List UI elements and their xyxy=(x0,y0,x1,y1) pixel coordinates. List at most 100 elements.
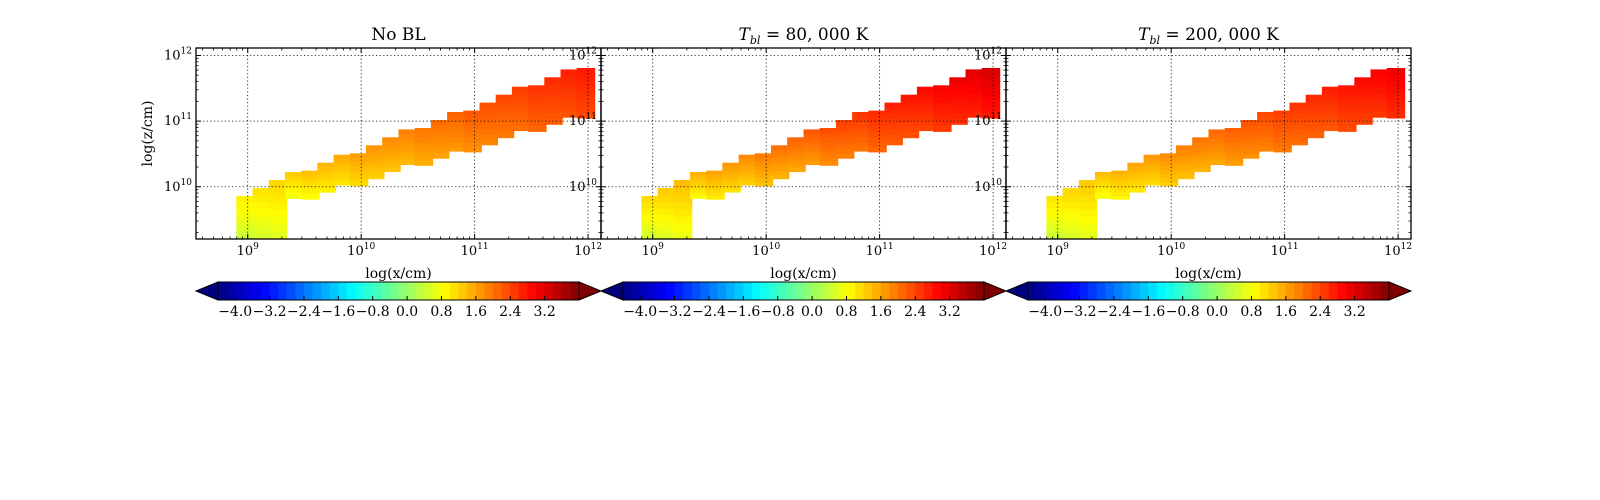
colorbar-segment xyxy=(553,282,563,300)
heatmap-cell xyxy=(349,157,369,162)
heatmap-cell xyxy=(1240,143,1260,150)
heatmap-cell xyxy=(1095,178,1114,183)
heatmap-cell xyxy=(722,177,741,182)
heatmap-cell xyxy=(933,119,952,127)
colorbar-segment xyxy=(1277,282,1287,300)
heatmap-cell xyxy=(414,141,434,148)
heatmap-cell xyxy=(1273,120,1292,127)
heatmap-cell xyxy=(641,207,660,215)
heatmap-cell xyxy=(463,126,482,132)
heatmap-cell xyxy=(495,105,515,112)
colorbar-tick-label: 0.0 xyxy=(396,304,418,320)
colorbar-segment xyxy=(432,282,443,300)
heatmap-cell xyxy=(1095,181,1114,186)
heatmap-cell xyxy=(1078,223,1098,232)
heatmap-cell xyxy=(1321,108,1341,115)
heatmap-cell xyxy=(738,166,758,171)
heatmap-cell xyxy=(965,99,984,106)
heatmap-cell xyxy=(1289,134,1308,141)
y-tick-label: 1011 xyxy=(974,112,1002,129)
heatmap-cell xyxy=(1208,146,1227,152)
colorbar-segment xyxy=(1088,282,1098,300)
heatmap-cell xyxy=(1208,151,1227,157)
heatmap-cell xyxy=(754,181,774,187)
heatmap-cell xyxy=(1143,177,1163,182)
heatmap-cell xyxy=(1176,145,1195,151)
heatmap-cell xyxy=(690,175,709,180)
heatmap-cell xyxy=(933,102,952,109)
heatmap-cell xyxy=(981,74,1001,82)
x-tick-label: 1010 xyxy=(347,242,375,259)
colorbar-tick-label: 1.6 xyxy=(465,304,487,320)
heatmap-cell xyxy=(1305,116,1325,123)
colorbar-segment xyxy=(407,282,417,300)
colorbar-extend-min xyxy=(1004,281,1029,301)
heatmap-cell xyxy=(1370,105,1389,112)
heatmap-cell xyxy=(754,161,774,167)
heatmap-cell xyxy=(1176,161,1195,167)
colorbar-extend-min xyxy=(194,281,219,301)
heatmap-cell xyxy=(916,86,936,93)
heatmap-cell xyxy=(1289,123,1308,130)
heatmap-cell xyxy=(366,145,385,151)
colorbar-segment xyxy=(1285,282,1296,300)
panel-2: 109 1010 1011 1012 1010 1011 1012 Tbl = 80, 000… xyxy=(569,25,1008,320)
heatmap-cell xyxy=(754,153,774,158)
heatmap-cell xyxy=(835,120,855,126)
heatmap-cell xyxy=(819,128,839,134)
colorbar-extend-max xyxy=(1388,281,1413,301)
heatmap-cell xyxy=(1240,120,1260,126)
colorbar-segment xyxy=(837,282,848,300)
colorbar: −4.0 −3.2 −2.4 −1.6 −0.8 0.0 0.8 1.6 2.4 3.2 xyxy=(194,281,603,320)
heatmap-cell xyxy=(738,173,758,178)
heatmap-cell xyxy=(495,110,515,117)
y-tick-label: 1012 xyxy=(974,46,1002,63)
colorbar-tick-label: −4.0 xyxy=(623,304,657,320)
heatmap-cell xyxy=(1354,83,1373,90)
colorbar-segment xyxy=(1217,282,1227,300)
heatmap-cell xyxy=(349,169,369,175)
colorbar-extend-max xyxy=(578,281,603,301)
heatmap-cell xyxy=(1062,188,1082,196)
colorbar-segment xyxy=(898,282,908,300)
heatmap-cell xyxy=(1240,134,1260,140)
heatmap-cell xyxy=(754,173,774,179)
colorbar: −4.0 −3.2 −2.4 −1.6 −0.8 0.0 0.8 1.6 2.4 3.2 xyxy=(1004,281,1413,320)
heatmap-cell xyxy=(1127,173,1146,178)
colorbar-segment xyxy=(235,282,245,300)
heatmap-cell xyxy=(754,177,774,183)
heatmap-cell xyxy=(884,123,903,130)
heatmap-cell xyxy=(949,94,968,102)
heatmap-cell xyxy=(916,108,936,115)
colorbar-segment xyxy=(708,282,719,300)
heatmap-cell xyxy=(430,120,450,126)
heatmap-cell xyxy=(560,69,579,76)
y-tick-label: 1011 xyxy=(164,112,192,129)
heatmap-cell xyxy=(771,161,790,167)
heatmap-cell xyxy=(1176,153,1195,159)
heatmap-cell xyxy=(252,188,272,196)
heatmap-cell xyxy=(1305,132,1325,139)
heatmap-cell xyxy=(268,187,288,196)
heatmap-cell xyxy=(657,214,677,222)
heatmap-cell xyxy=(1338,91,1357,98)
heatmap-cell xyxy=(868,110,887,117)
heatmap-cell xyxy=(414,128,434,134)
heatmap-cell xyxy=(317,166,336,171)
colorbar-segment xyxy=(631,282,641,300)
heatmap-cell xyxy=(641,195,660,203)
heatmap-cell xyxy=(382,167,401,173)
heatmap-cell xyxy=(285,175,304,180)
heatmap-cell xyxy=(1192,137,1211,143)
heatmap-cell xyxy=(463,131,482,137)
heatmap-cell xyxy=(268,209,288,217)
heatmap-cell xyxy=(576,111,596,119)
heatmap-cell xyxy=(414,151,434,157)
heatmap-cell xyxy=(430,153,450,159)
heatmap-cell xyxy=(1159,181,1179,187)
heatmap-cell xyxy=(1127,162,1146,167)
colorbar-segment xyxy=(1045,282,1055,300)
colorbar-segment xyxy=(527,282,537,300)
heatmap-cell xyxy=(965,93,984,100)
heatmap-cell xyxy=(1257,116,1276,123)
